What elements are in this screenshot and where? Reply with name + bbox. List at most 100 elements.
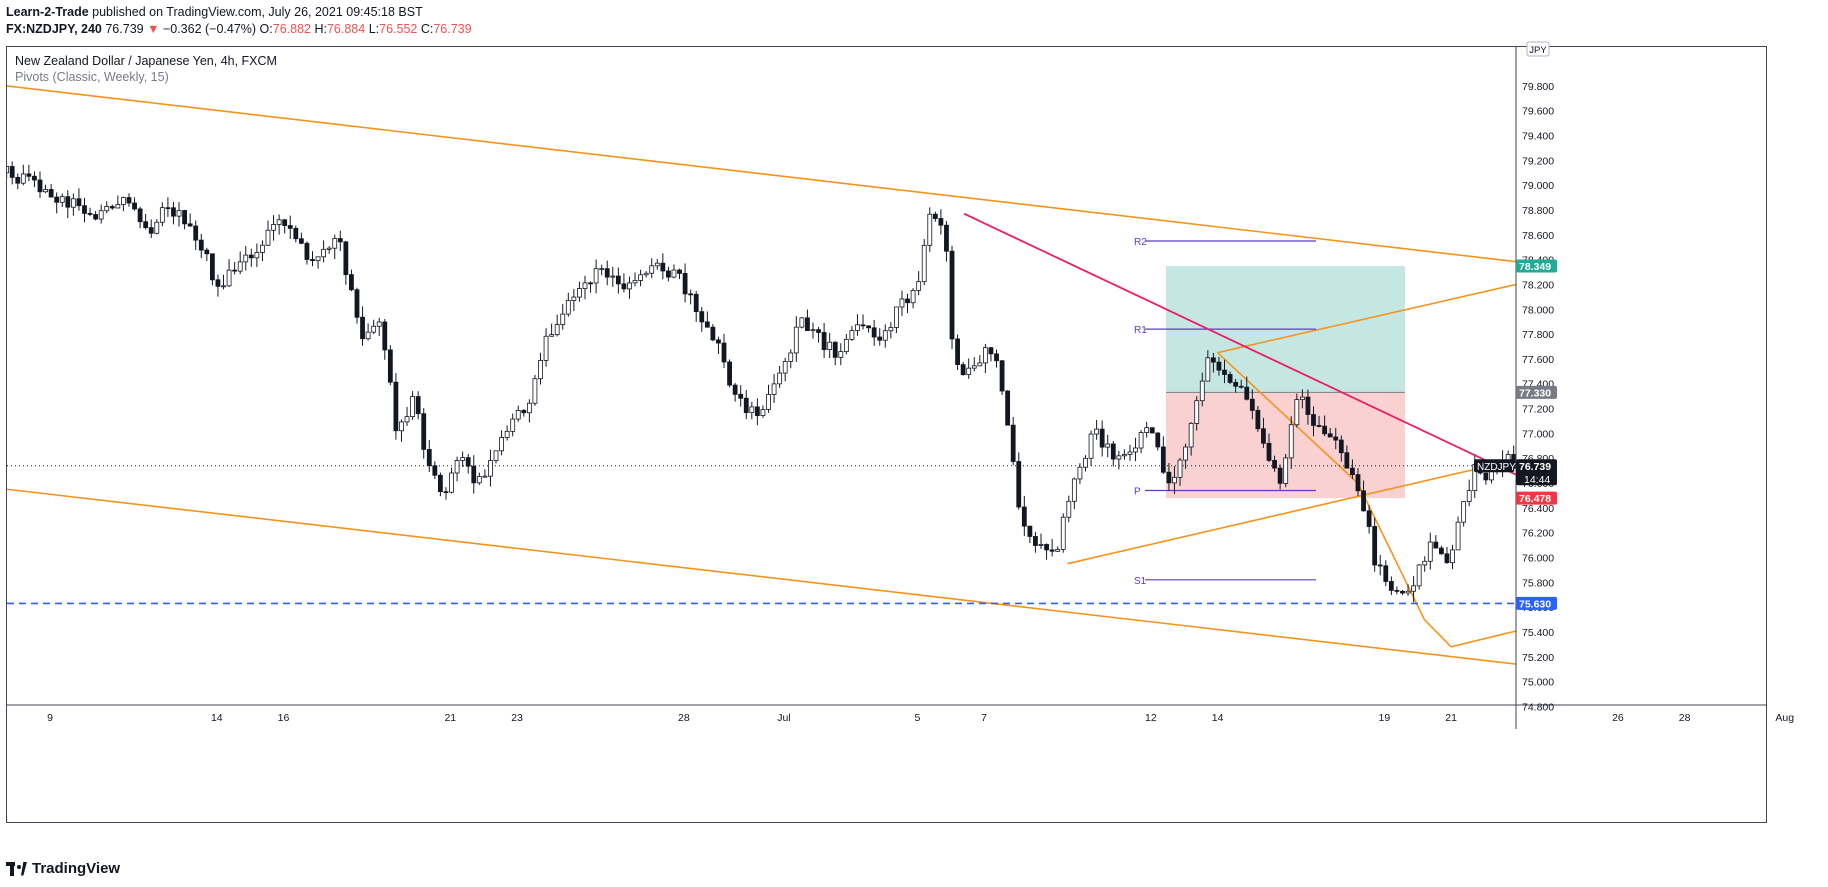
candle-up <box>788 352 794 362</box>
candle-up <box>966 367 972 376</box>
candle-up <box>1194 400 1200 424</box>
candle-down <box>1388 581 1394 591</box>
candle-down <box>1255 409 1261 430</box>
candle-down <box>805 317 810 332</box>
candle-up <box>782 361 788 374</box>
candle-down <box>82 205 87 214</box>
candle-down <box>1166 471 1172 484</box>
candle-down <box>621 283 627 290</box>
candle-up <box>827 341 833 350</box>
candle-down <box>1216 361 1222 371</box>
close-label: C: <box>420 22 434 36</box>
open-label: O: <box>259 22 273 36</box>
candle-down <box>287 225 293 229</box>
candle-up <box>543 335 549 361</box>
candle-down <box>26 173 32 177</box>
candle-down <box>1327 433 1333 438</box>
candle-up <box>1450 549 1455 564</box>
candle-up <box>793 326 799 354</box>
candle-down <box>443 491 449 494</box>
candle-up <box>1466 490 1472 503</box>
candle-up <box>916 281 922 291</box>
candle-down <box>699 311 705 323</box>
candle-up <box>649 265 655 274</box>
candle-down <box>432 465 438 476</box>
candle-down <box>1361 490 1366 512</box>
candle-down <box>1210 357 1216 363</box>
candle-down <box>1394 589 1400 592</box>
candle-down <box>682 273 688 295</box>
candle-down <box>1110 443 1116 460</box>
candle-down <box>298 238 304 244</box>
price-tick-label: 75.800 <box>1522 577 1554 589</box>
candle-up <box>843 338 849 353</box>
candle-up <box>376 321 382 327</box>
candle-down <box>1338 439 1344 454</box>
candle-down <box>1155 432 1161 448</box>
candle-down <box>1233 381 1239 387</box>
price-axis-label: 78.349 <box>1519 261 1551 273</box>
candle-down <box>37 179 43 193</box>
candle-up <box>515 410 521 420</box>
candle-up <box>371 325 377 333</box>
candle-up <box>577 288 582 298</box>
candle-up <box>1088 433 1094 459</box>
candle-down <box>738 393 744 399</box>
candle-up <box>1416 564 1422 587</box>
candle-up <box>243 254 249 263</box>
candle-up <box>254 252 260 259</box>
author-name[interactable]: Learn-2-Trade <box>6 5 89 19</box>
candle-up <box>1283 457 1289 484</box>
candle-up <box>565 300 571 315</box>
candle-up <box>499 437 504 452</box>
candle-up <box>627 282 632 290</box>
price-axis-label-bg <box>1516 385 1557 399</box>
candle-down <box>76 198 82 207</box>
candle-down <box>54 196 60 203</box>
open-value: 76.882 <box>272 22 311 36</box>
candle-down <box>716 339 721 344</box>
candle-down <box>1567 410 1571 411</box>
candle-down <box>1311 414 1316 426</box>
candle-up <box>1083 457 1088 468</box>
candle-up <box>1144 427 1150 433</box>
candle-down <box>1227 374 1233 383</box>
candle-down <box>282 219 288 226</box>
candle-down <box>821 332 827 350</box>
candle-up <box>1138 432 1144 449</box>
candle-down <box>866 325 872 329</box>
candle-up <box>1199 380 1205 402</box>
indicator-label[interactable]: Pivots (Classic, Weekly, 15) <box>15 70 169 84</box>
candle-down <box>754 406 760 416</box>
candle-down <box>877 336 883 341</box>
candle-up <box>1183 446 1188 461</box>
candle-down <box>1027 525 1033 537</box>
chart-frame[interactable] <box>6 46 1767 823</box>
close-value: 76.739 <box>433 22 472 36</box>
time-tick-label: Jul <box>777 712 790 724</box>
candle-up <box>98 210 104 220</box>
candle-up <box>760 409 766 416</box>
candle-up <box>1122 454 1127 457</box>
tradingview-footer[interactable]: TradingView <box>6 860 120 877</box>
price-tick-label: 74.800 <box>1522 701 1554 713</box>
candle-down <box>1222 369 1227 375</box>
candle-down <box>988 347 994 355</box>
channel-top-line <box>7 85 1516 263</box>
high-label: H: <box>314 22 327 36</box>
time-tick-label: Aug <box>1775 712 1794 724</box>
candle-up <box>1299 396 1305 400</box>
candle-up <box>599 268 605 271</box>
candle-down <box>137 208 143 223</box>
candle-down <box>1366 510 1372 527</box>
candle-up <box>582 282 588 289</box>
price-tick-label: 77.800 <box>1522 329 1554 341</box>
candle-down <box>1244 386 1250 400</box>
candle-down <box>1350 467 1355 476</box>
candle-up <box>610 275 616 278</box>
candle-down <box>1021 506 1027 527</box>
tradingview-logo-icon <box>6 861 28 876</box>
candle-down <box>1049 549 1055 552</box>
candle-down <box>87 213 93 215</box>
